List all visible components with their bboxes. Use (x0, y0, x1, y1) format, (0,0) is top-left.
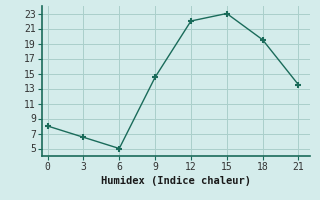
X-axis label: Humidex (Indice chaleur): Humidex (Indice chaleur) (101, 176, 251, 186)
